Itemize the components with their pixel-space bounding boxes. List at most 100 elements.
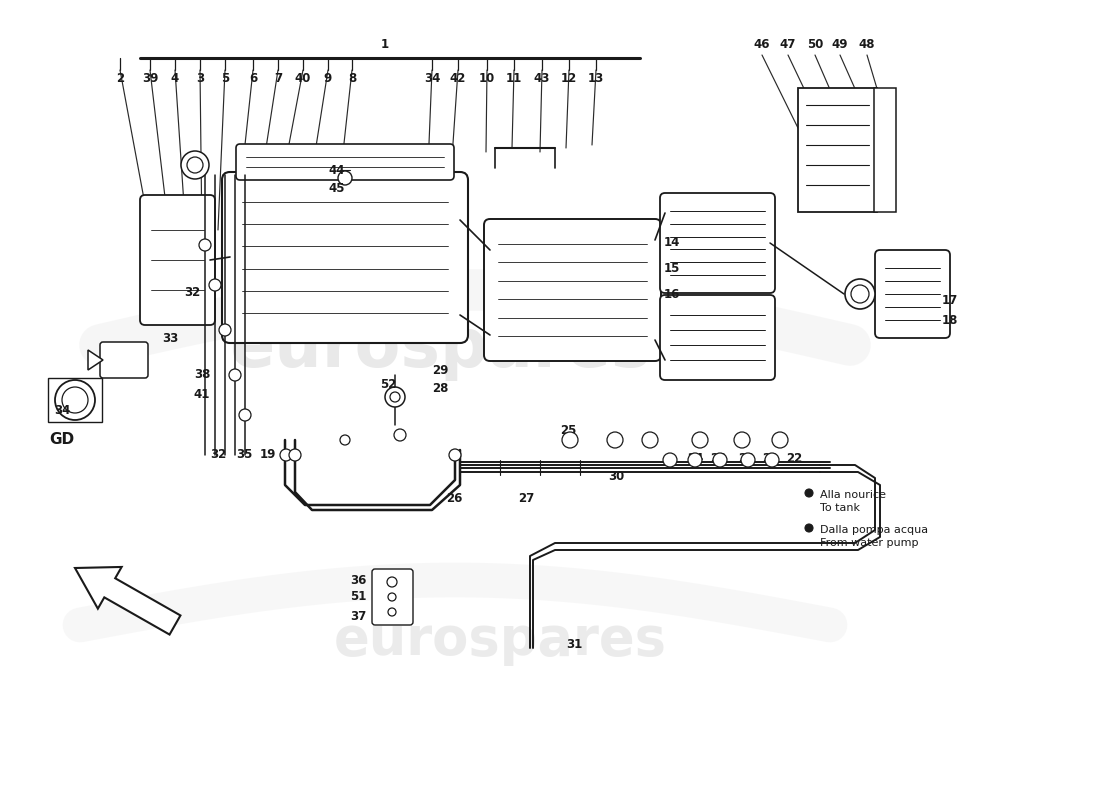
Text: 25: 25 [560,423,576,437]
Text: 45: 45 [329,182,345,194]
Circle shape [642,432,658,448]
Circle shape [741,453,755,467]
Text: 33: 33 [162,331,178,345]
FancyBboxPatch shape [222,172,468,343]
FancyBboxPatch shape [660,295,776,380]
Circle shape [692,432,708,448]
Text: GD: GD [50,433,75,447]
Text: 51: 51 [350,590,366,603]
Text: 4: 4 [170,71,179,85]
Text: To tank: To tank [820,503,860,513]
Circle shape [340,435,350,445]
Text: 7: 7 [274,71,282,85]
Circle shape [229,369,241,381]
Text: 6: 6 [249,71,257,85]
FancyBboxPatch shape [798,88,877,212]
Text: 13: 13 [587,71,604,85]
Text: 35: 35 [235,449,252,462]
Circle shape [388,593,396,601]
Text: eurospares: eurospares [229,315,651,381]
Circle shape [55,380,95,420]
Circle shape [734,432,750,448]
Circle shape [764,453,779,467]
Text: 5: 5 [221,71,229,85]
Text: 47: 47 [780,38,796,51]
Text: 9: 9 [323,71,332,85]
Text: 32: 32 [210,449,227,462]
Text: 44: 44 [329,163,345,177]
Text: 12: 12 [561,71,578,85]
Text: 52: 52 [379,378,396,391]
Text: 10: 10 [478,71,495,85]
FancyBboxPatch shape [140,195,214,325]
Text: 15: 15 [663,262,680,274]
Text: 8: 8 [348,71,356,85]
Text: 23: 23 [710,451,726,465]
Circle shape [562,432,578,448]
Text: 2: 2 [116,71,124,85]
Circle shape [713,453,727,467]
Text: 49: 49 [832,38,848,51]
Circle shape [663,453,676,467]
Text: 21: 21 [762,451,778,465]
Circle shape [772,432,788,448]
FancyBboxPatch shape [874,250,950,338]
Text: 18: 18 [942,314,958,326]
Text: From water pump: From water pump [820,538,918,548]
Text: 3: 3 [196,71,205,85]
Text: 42: 42 [450,71,466,85]
Circle shape [209,279,221,291]
Text: 24: 24 [686,451,703,465]
Text: eurospares: eurospares [333,614,667,666]
Text: 41: 41 [194,389,210,402]
Circle shape [845,279,875,309]
Text: 38: 38 [194,369,210,382]
Text: 20: 20 [738,451,755,465]
Polygon shape [88,350,103,370]
Text: 27: 27 [518,491,535,505]
Text: 31: 31 [565,638,582,650]
Text: 34: 34 [424,71,440,85]
Text: 50: 50 [806,38,823,51]
Circle shape [805,489,813,497]
Circle shape [280,449,292,461]
Text: 29: 29 [432,363,448,377]
Text: 36: 36 [350,574,366,586]
Circle shape [385,387,405,407]
Circle shape [387,577,397,587]
Text: Alla nourice: Alla nourice [820,490,886,500]
Text: 11: 11 [506,71,522,85]
Circle shape [338,171,352,185]
FancyBboxPatch shape [100,342,148,378]
Text: 1: 1 [381,38,389,51]
FancyBboxPatch shape [484,219,661,361]
Text: 19: 19 [260,449,276,462]
Circle shape [182,151,209,179]
Text: 22: 22 [785,451,802,465]
Text: 16: 16 [663,289,680,302]
Text: 14: 14 [663,235,680,249]
Text: 30: 30 [608,470,624,482]
Text: 37: 37 [350,610,366,622]
Circle shape [394,429,406,441]
Text: 32: 32 [184,286,200,298]
Text: Dalla pompa acqua: Dalla pompa acqua [820,525,928,535]
FancyBboxPatch shape [660,193,776,293]
Circle shape [289,449,301,461]
Text: 39: 39 [142,71,158,85]
Text: 40: 40 [295,71,311,85]
Circle shape [449,449,461,461]
Circle shape [388,608,396,616]
Text: 34: 34 [54,403,70,417]
Circle shape [199,239,211,251]
FancyBboxPatch shape [236,144,454,180]
FancyBboxPatch shape [874,88,896,212]
Text: 46: 46 [754,38,770,51]
Text: 43: 43 [534,71,550,85]
Circle shape [607,432,623,448]
FancyArrow shape [75,567,180,634]
Text: 28: 28 [432,382,448,394]
Text: 48: 48 [859,38,876,51]
FancyBboxPatch shape [372,569,412,625]
Text: 17: 17 [942,294,958,306]
